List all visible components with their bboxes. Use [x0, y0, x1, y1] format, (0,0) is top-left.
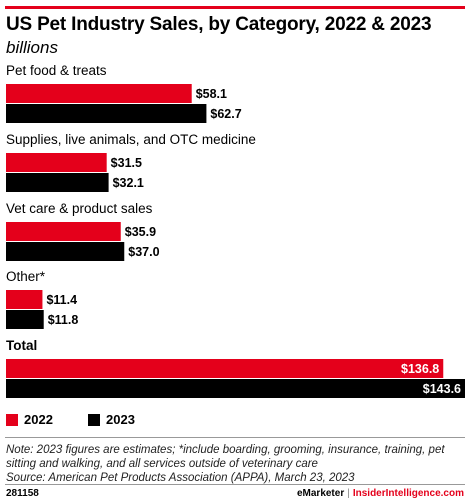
- bar-chart: Pet food & treats $58.1 $62.7 Supplies, liv…: [6, 63, 465, 398]
- data-label-2022: $11.4: [46, 293, 77, 307]
- note-divider: [5, 437, 465, 438]
- legend-label-2022: 2022: [24, 412, 53, 427]
- brand-emarketer: eMarketer: [296, 488, 345, 499]
- legend-swatch-2022: [6, 414, 18, 426]
- data-label-2023: $11.8: [48, 313, 79, 327]
- brand-insiderintelligence-link[interactable]: InsiderIntelligence.com: [352, 488, 464, 499]
- data-label-2022: $31.5: [111, 156, 142, 170]
- data-label-2023: $62.7: [210, 107, 241, 121]
- chart-id: 281158: [6, 488, 39, 499]
- bar-2022: [6, 153, 107, 172]
- data-label-2022: $136.8: [401, 362, 439, 376]
- bar-2022: [6, 222, 121, 241]
- legend-swatch-2023: [88, 414, 100, 426]
- footnote-note: Note: 2023 figures are estimates; *inclu…: [6, 444, 445, 470]
- data-label-2023: $37.0: [128, 245, 159, 259]
- bar-2023: [6, 310, 44, 329]
- category-label: Supplies, live animals, and OTC medicine: [6, 132, 256, 147]
- data-label-2022: $58.1: [196, 87, 227, 101]
- bar-2023: [6, 242, 125, 261]
- chart-subtitle: billions: [6, 38, 58, 57]
- category-label: Total: [6, 338, 37, 353]
- bar-2022: [6, 359, 444, 378]
- chart-title: US Pet Industry Sales, by Category, 2022…: [6, 14, 432, 35]
- footnote-source: Source: American Pet Products Associatio…: [6, 472, 355, 484]
- brand-separator: |: [347, 488, 350, 499]
- bar-2022: [6, 290, 43, 309]
- bar-2023: [6, 379, 465, 398]
- footer-divider: [5, 484, 465, 485]
- data-label-2023: $143.6: [423, 382, 461, 396]
- footnote: Note: 2023 figures are estimates; *inclu…: [6, 443, 464, 485]
- legend-label-2023: 2023: [106, 412, 135, 427]
- bar-2022: [6, 84, 192, 103]
- bar-2023: [6, 104, 207, 123]
- category-label: Pet food & treats: [6, 63, 107, 78]
- footer-brand: eMarketer | InsiderIntelligence.com: [297, 488, 464, 499]
- bar-2023: [6, 173, 109, 192]
- data-label-2022: $35.9: [125, 225, 156, 239]
- category-label: Other*: [6, 269, 46, 284]
- top-accent-rule: [5, 6, 465, 9]
- data-label-2023: $32.1: [113, 176, 144, 190]
- category-label: Vet care & product sales: [6, 201, 153, 216]
